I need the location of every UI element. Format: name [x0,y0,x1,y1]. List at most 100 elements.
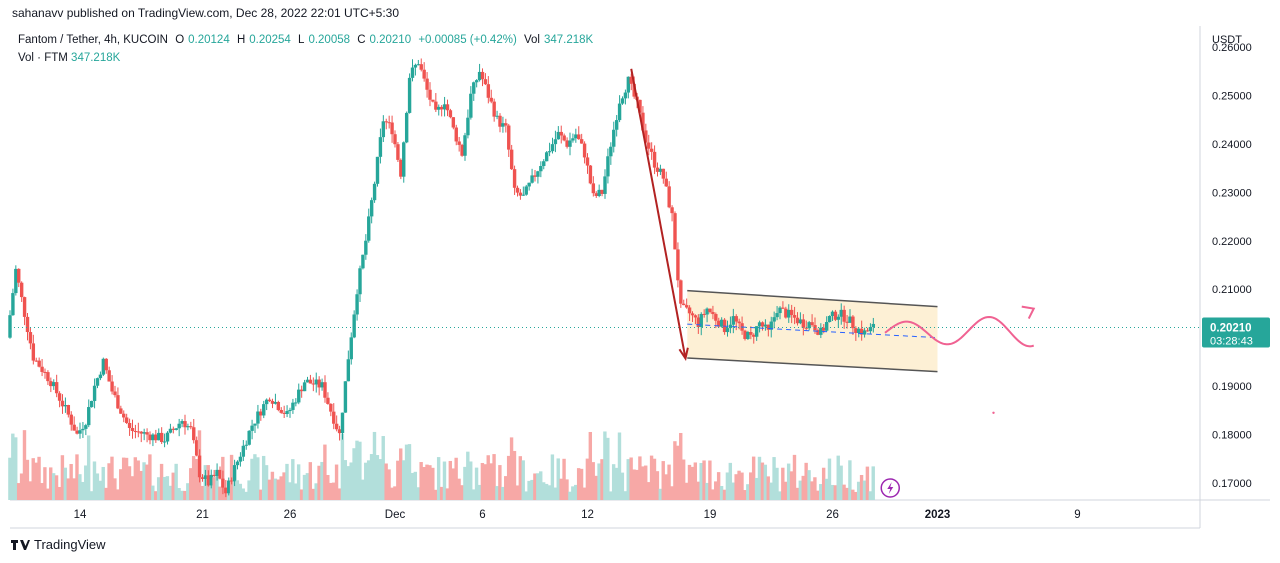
candle-body [8,315,12,338]
volume-bar [331,482,336,500]
ohlc-legend: Fantom / Tether, 4h, KUCOIN O 0.20124 H 0.… [18,34,597,46]
candle-body [367,216,371,241]
candle-body [466,117,470,136]
candle-body [824,322,829,331]
volume-bar [781,467,785,500]
candle-body [705,308,709,315]
candle-body [477,71,482,81]
volume-indicator-label[interactable]: Vol · FTM [18,52,68,64]
volume-bar [676,445,680,500]
x-tick-label: 21 [196,509,209,521]
candle-body [609,146,613,157]
volume-bar [509,437,514,500]
candle-body [116,395,120,409]
candle-body [200,477,205,479]
volume-bar [358,441,362,500]
volume-bar [40,483,44,500]
candle-body [699,313,703,328]
candle-body [19,282,24,298]
volume-bar [124,457,129,500]
volume-bar [641,466,645,500]
volume-bar [483,464,488,500]
candle-body [334,423,339,430]
candle-body [212,474,216,476]
candle-body [46,372,50,382]
candle-body [474,80,479,83]
lightning-bolt-glyph [887,482,894,494]
volume-bar [404,444,409,500]
volume-bar [652,458,657,500]
candle-body [119,408,123,414]
volume-bar [600,459,604,500]
candle-body [830,311,835,317]
candle-body [43,371,47,373]
tradingview-footer[interactable]: TradingView [10,537,106,552]
volume-bar [798,480,803,500]
candle-body [22,297,27,317]
candle-body [612,129,616,147]
candle-body [273,401,278,404]
candle-body [285,411,289,414]
candle-body [871,323,876,328]
candle-body [14,268,18,294]
volume-bar [492,454,496,500]
candle-body [518,192,523,196]
volume-bar [597,463,601,500]
candle-body [833,311,838,320]
volume-bar [416,487,420,500]
candle-body [868,327,873,332]
candle-body [434,101,438,110]
candle-body [472,82,476,94]
candle-body [89,400,94,408]
candle-body [658,168,663,172]
volume-bar [667,464,671,500]
candle-body [60,400,65,407]
candle-body [17,268,21,283]
volume-bar [346,466,350,500]
volume-bar [504,476,508,500]
candle-body [49,381,53,387]
candle-body [124,417,129,423]
candle-body [568,140,572,147]
symbol-label[interactable]: Fantom / Tether, 4h, KUCOIN [18,34,168,46]
volume-bar [670,486,674,500]
volume-bar [819,484,823,500]
candle-body [247,430,251,445]
volume-bar [646,482,651,500]
volume-bar [576,468,581,500]
volume-bar [617,432,622,500]
candle-body [110,381,114,392]
candle-body [224,487,228,494]
volume-bar [329,482,333,500]
candle-body [352,314,356,338]
y-tick-label: 0.23000 [1212,187,1252,199]
candle-body [355,294,359,315]
candle-body [676,249,680,281]
candle-body [215,469,219,476]
volume-bar [127,466,132,500]
volume-bar [871,466,875,500]
candle-body [629,76,633,84]
volume-bar [553,487,558,500]
candle-body [460,144,464,156]
candle-body [719,319,724,327]
volume-bar [836,455,840,500]
high-value: 0.20254 [249,34,291,46]
volume-bar [31,458,35,500]
volume-bar [171,472,175,500]
candle-body [807,322,811,329]
currency-label[interactable]: USDT [1212,34,1242,46]
volume-bar [119,469,123,500]
volume-bar [299,489,304,500]
volume-bar [43,467,47,500]
volume-bar [369,454,374,500]
volume-bar [862,480,867,500]
channel-lower-line [687,357,938,373]
y-tick-label: 0.25000 [1212,90,1252,102]
candle-body [378,137,383,157]
volume-bar [8,457,12,500]
volume-bar [749,472,753,500]
volume-bar [766,476,770,500]
volume-bar [603,431,607,500]
